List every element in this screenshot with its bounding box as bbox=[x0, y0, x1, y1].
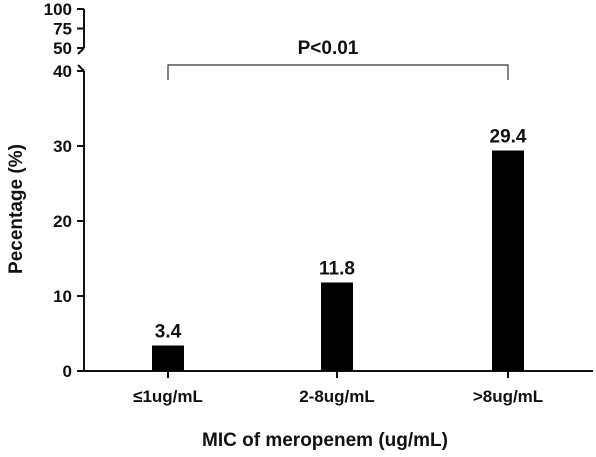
y-tick-label: 40 bbox=[53, 62, 72, 81]
data-label: 29.4 bbox=[490, 127, 527, 148]
data-label: 3.4 bbox=[155, 322, 182, 343]
data-label: 11.8 bbox=[319, 259, 355, 280]
y-tick-label: 75 bbox=[53, 20, 72, 39]
y-tick-label: 10 bbox=[53, 287, 72, 306]
bar bbox=[321, 282, 353, 371]
x-axis-title: MIC of meropenem (ug/mL) bbox=[202, 430, 448, 451]
labels: ≤1ug/mL 3.4 2-8ug/mL 11.8 >8ug/mL 29.4 P<0.01 bbox=[133, 38, 543, 406]
bars bbox=[152, 150, 524, 371]
bar bbox=[152, 345, 184, 371]
significance-label: P<0.01 bbox=[298, 38, 359, 59]
y-tick-label: 100 bbox=[44, 0, 72, 19]
y-tick-label: 20 bbox=[53, 212, 72, 231]
x-tick-label: 2-8ug/mL bbox=[299, 387, 375, 406]
significance-bracket bbox=[167, 64, 509, 80]
bar bbox=[492, 150, 524, 371]
y-tick-label: 0 bbox=[63, 362, 72, 381]
y-tick-label: 50 bbox=[53, 39, 72, 58]
y-tick-label: 30 bbox=[53, 137, 72, 156]
y-axis-title: Pecentage (%) bbox=[6, 144, 27, 274]
x-tick-label: ≤1ug/mL bbox=[133, 387, 203, 406]
x-tick-label: >8ug/mL bbox=[473, 387, 543, 406]
